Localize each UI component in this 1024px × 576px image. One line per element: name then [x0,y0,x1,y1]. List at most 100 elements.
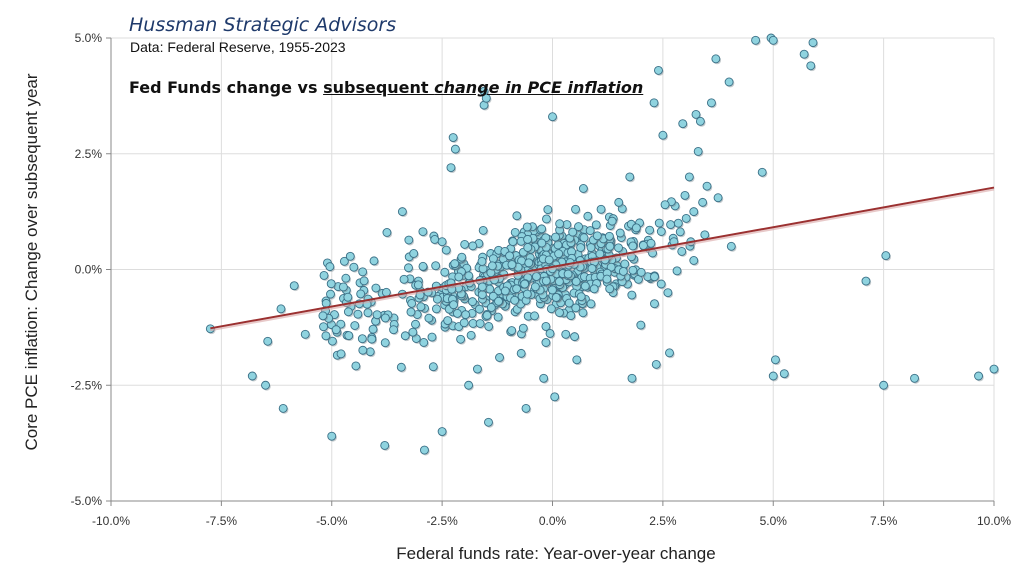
data-point [543,205,553,215]
data-point [673,218,683,228]
data-point [681,213,691,223]
data-point [861,276,871,286]
x-tick-label: -10.0% [92,514,130,528]
x-tick-label: -5.0% [316,514,348,528]
data-point [356,289,366,299]
data-point [372,310,382,320]
data-point [404,263,413,273]
y-tick-label: 2.5% [75,147,103,161]
data-point [363,308,373,318]
data-point [371,283,381,293]
data-point [592,231,602,241]
data-point [554,277,564,287]
data-point [570,332,580,342]
x-tick-label: 5.0% [760,514,788,528]
data-point [530,311,539,321]
data-point [278,403,288,413]
data-point [472,364,482,374]
data-point [431,261,441,271]
data-point [396,362,406,372]
data-point [482,310,492,320]
data-point [591,220,601,230]
data-point [495,353,504,362]
data-point [413,280,423,290]
data-point [542,214,551,224]
data-point [468,297,477,307]
data-point [486,303,496,312]
data-point [541,321,551,331]
data-point [522,289,532,299]
data-points [205,33,1000,456]
data-point [484,417,493,427]
data-point [507,260,517,270]
data-point [531,272,541,281]
data-point [345,251,355,261]
data-point [665,348,674,358]
data-point [408,327,418,337]
data-point [650,272,659,282]
data-point [478,225,488,235]
data-point [530,282,540,292]
data-point [666,220,676,230]
data-point [645,225,655,235]
data-point [350,321,360,330]
data-point [614,243,623,253]
data-point [684,172,694,182]
data-point [510,227,520,237]
data-point [459,318,469,328]
data-point [300,329,310,339]
data-point [487,261,497,271]
data-point [578,184,588,193]
data-point [551,293,561,302]
data-point [466,330,476,340]
data-point [974,371,983,381]
chart-title-underlined: subsequent [323,78,435,97]
data-point [510,295,520,305]
data-point [564,298,574,308]
data-point [353,309,363,319]
data-point [343,307,353,317]
data-point [521,403,531,413]
data-point [359,276,369,286]
x-tick-labels: -10.0% -7.5% -5.0% -2.5% 0.0% 2.5% 5.0% 7.5% 10.… [92,501,1011,528]
data-point [460,239,470,249]
data-point [649,98,659,108]
data-point [321,331,331,341]
data-point [468,241,478,251]
data-point [339,256,349,266]
data-point [596,204,606,214]
data-point [989,364,999,374]
data-point [675,227,685,237]
data-point [586,299,596,309]
data-point [481,93,491,103]
data-point [689,256,699,265]
data-point [751,35,761,45]
data-point [418,261,428,271]
x-axis-label: Federal funds rate: Year-over-year chang… [396,544,715,563]
data-point [636,320,646,330]
y-tick-label: -2.5% [71,378,103,392]
data-point [325,262,335,272]
data-point [672,266,682,276]
data-point [380,440,390,450]
data-point [338,282,348,292]
data-source-note: Data: Federal Reserve, 1955-2023 [130,39,346,55]
data-point [656,279,666,289]
data-point [326,289,335,299]
data-point [615,228,625,238]
data-point [566,311,576,321]
y-axis-label: Core PCE inflation: Change over subseque… [22,73,41,450]
data-point [319,322,328,332]
data-point [380,338,390,348]
data-point [726,241,736,251]
data-point [318,311,328,321]
gridlines [111,37,995,501]
data-point [418,227,428,237]
data-point [605,284,615,294]
data-point [494,296,503,306]
data-point [680,190,690,200]
data-point [631,223,641,233]
data-point [399,274,409,284]
data-point [724,77,734,87]
data-point [572,355,582,365]
